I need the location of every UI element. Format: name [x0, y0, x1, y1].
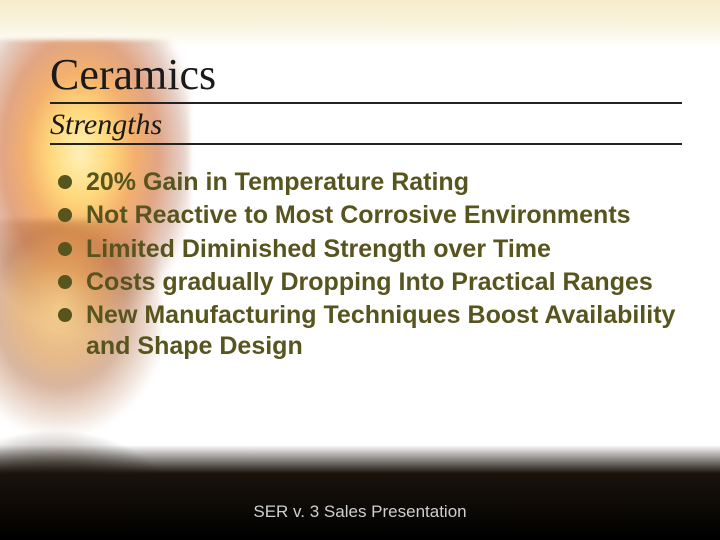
- bullet-list: 20% Gain in Temperature Rating Not React…: [50, 167, 700, 363]
- slide-title: Ceramics: [50, 52, 680, 98]
- bullet-item: Not Reactive to Most Corrosive Environme…: [58, 200, 700, 231]
- bullet-item: New Manufacturing Techniques Boost Avail…: [58, 300, 700, 363]
- bullet-item: Costs gradually Dropping Into Practical …: [58, 267, 700, 298]
- slide-footer: SER v. 3 Sales Presentation: [0, 502, 720, 522]
- title-underline: [50, 102, 682, 104]
- subtitle-underline: [50, 143, 682, 145]
- bullet-item: Limited Diminished Strength over Time: [58, 234, 700, 265]
- slide-subtitle: Strengths: [50, 108, 680, 141]
- bullet-item: 20% Gain in Temperature Rating: [58, 167, 700, 198]
- slide-content: Ceramics Strengths 20% Gain in Temperatu…: [0, 0, 720, 540]
